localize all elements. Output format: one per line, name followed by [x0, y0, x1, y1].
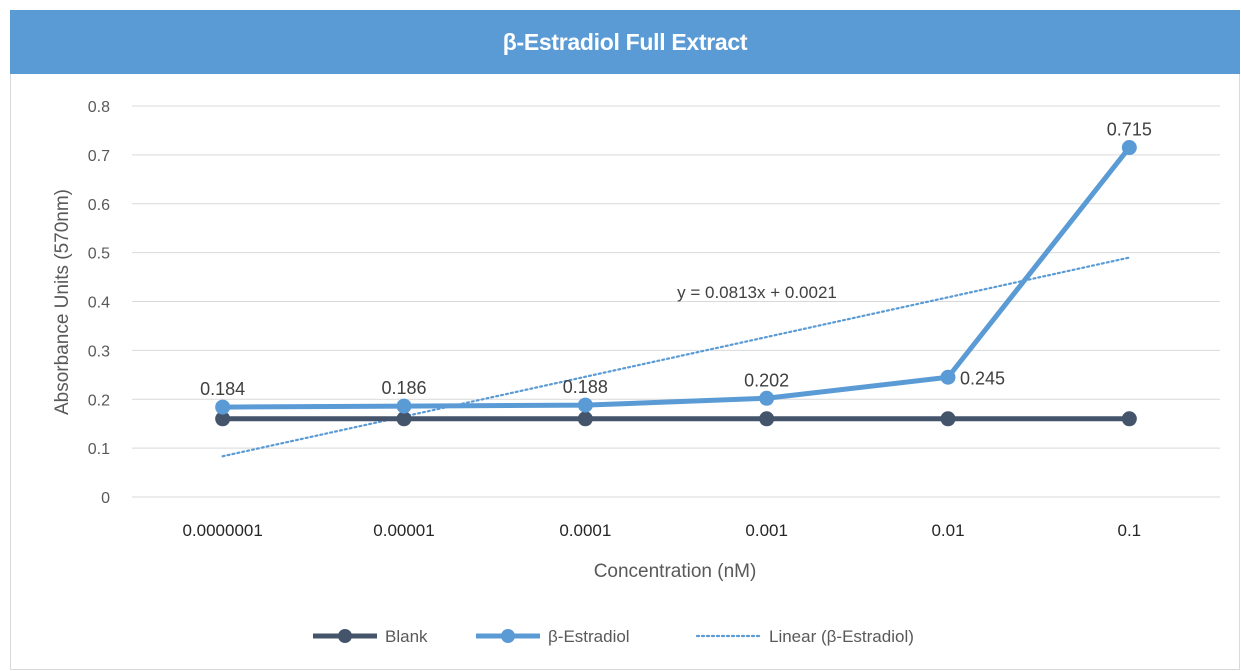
- data-label-0: 0.184: [200, 379, 245, 399]
- series-1-point-1: [396, 398, 412, 414]
- trendline-line: [221, 256, 1131, 458]
- x-tick-label-2: 0.0001: [559, 521, 611, 540]
- y-tick-label-2: 0.2: [88, 392, 110, 409]
- x-axis-title: Concentration (nM): [594, 561, 757, 582]
- series-0-point-1: [396, 411, 412, 427]
- y-tick-label-7: 0.7: [88, 148, 110, 165]
- x-tick-label-4: 0.01: [931, 521, 964, 540]
- x-tick-label-3: 0.001: [745, 521, 788, 540]
- legend-marker-0: [338, 629, 352, 643]
- legend: Blank β-Estradiol Linear (β-Estradiol): [313, 627, 914, 646]
- chart-title-bar: β-Estradiol Full Extract: [10, 10, 1240, 74]
- x-tick-label-0: 0.0000001: [182, 521, 262, 540]
- legend-marker-1: [501, 629, 515, 643]
- data-label-1: 0.186: [381, 378, 426, 398]
- series-0-point-5: [1121, 411, 1137, 427]
- series-1-point-4: [940, 369, 956, 385]
- y-axis-title: Absorbance Units (570nm): [52, 189, 73, 415]
- y-tick-label-8: 0.8: [88, 99, 110, 116]
- series-1-point-5: [1121, 140, 1137, 156]
- legend-label-0: Blank: [385, 627, 428, 646]
- chart-frame: [10, 10, 1240, 670]
- data-label-5: 0.715: [1107, 120, 1152, 140]
- series-0-point-3: [759, 411, 775, 427]
- x-tick-label-1: 0.00001: [373, 521, 434, 540]
- y-tick-label-4: 0.4: [88, 295, 110, 312]
- series-0-point-4: [940, 411, 956, 427]
- y-tick-label-0: 0: [101, 490, 110, 507]
- series-1-point-0: [215, 399, 231, 415]
- legend-label-2: Linear (β-Estradiol): [769, 627, 914, 646]
- y-tick-label-5: 0.5: [88, 246, 110, 263]
- series-line-1: [220, 145, 1132, 410]
- x-axis-ticks: 0.0000001 0.00001 0.0001 0.001 0.01 0.1: [182, 521, 1141, 540]
- y-tick-label-1: 0.1: [88, 441, 110, 458]
- trendline-equation: y = 0.0813x + 0.0021: [677, 283, 837, 302]
- data-label-2: 0.188: [563, 377, 608, 397]
- chart-title: β-Estradiol Full Extract: [502, 28, 748, 55]
- y-tick-label-3: 0.3: [88, 343, 110, 360]
- data-labels: 0.184 0.186 0.188 0.202 0.245 0.715: [200, 120, 1152, 400]
- series-0-point-2: [577, 411, 593, 427]
- data-label-4: 0.245: [960, 368, 1005, 388]
- trendline: [221, 256, 1131, 458]
- x-tick-label-5: 0.1: [1118, 521, 1142, 540]
- legend-label-1: β-Estradiol: [548, 627, 630, 646]
- y-axis-ticks: 0 0.1 0.2 0.3 0.4 0.5 0.6 0.7 0.8: [88, 99, 110, 507]
- series-0-point-0: [215, 411, 231, 427]
- series-group: [215, 140, 1137, 427]
- series-1-point-3: [759, 390, 775, 406]
- y-tick-label-6: 0.6: [88, 197, 110, 214]
- data-label-3: 0.202: [744, 370, 789, 390]
- gridlines: [132, 105, 1220, 498]
- series-1-point-2: [577, 397, 593, 413]
